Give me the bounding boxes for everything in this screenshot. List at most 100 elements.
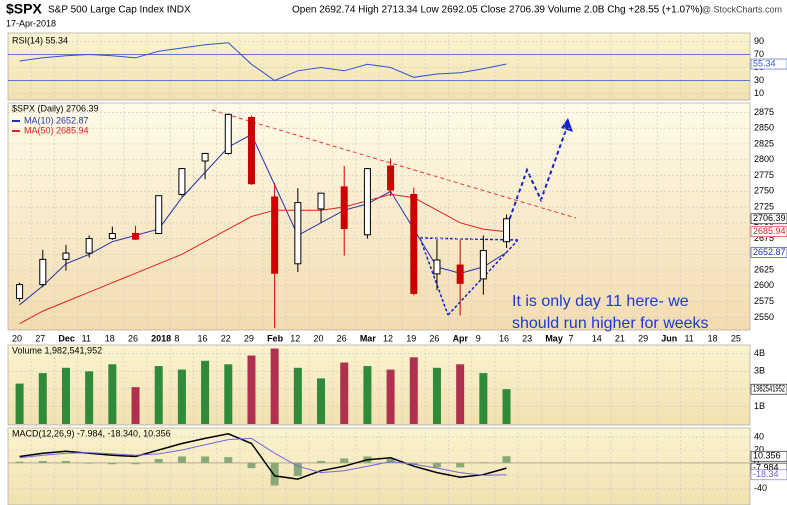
- y-tick-label: 4B: [754, 348, 765, 358]
- x-tick-label: 16: [499, 333, 509, 343]
- y-tick-label: 70: [754, 49, 764, 59]
- candle-body: [155, 195, 163, 235]
- histogram-bar: [479, 462, 488, 463]
- histogram-bar: [224, 457, 233, 463]
- triangle-left: [419, 237, 449, 316]
- y-tick-label: 2550: [754, 312, 774, 322]
- x-tick-label: Feb: [267, 333, 284, 343]
- histogram-bar: [340, 458, 349, 463]
- candle-body: [363, 168, 371, 236]
- legend-entry: MA(50) 2685.94: [24, 125, 89, 135]
- histogram-bar: [317, 461, 326, 463]
- panel-legend: MACD(12,26,9) -7.984, -18.340, 10.356: [12, 428, 171, 438]
- y-tick-label: 90: [754, 36, 764, 46]
- x-tick-label: 18: [105, 333, 115, 343]
- histogram-bar: [131, 462, 140, 465]
- panel-legend: RSI(14) 55.34: [12, 35, 68, 45]
- histogram-bar: [38, 461, 47, 463]
- rsi-line: [19, 42, 507, 82]
- candle-body: [503, 218, 511, 243]
- candle-body: [433, 259, 441, 275]
- volume-bar: [386, 369, 395, 424]
- x-tick-label: 2018: [151, 333, 171, 343]
- candle-body: [271, 196, 279, 274]
- volume-bar: [154, 366, 163, 424]
- volume-bar: [247, 355, 256, 424]
- credit: @ StockCharts.com: [702, 4, 782, 14]
- value-label: 2706.39: [753, 213, 786, 223]
- x-tick-label: 9: [476, 333, 481, 343]
- y-tick-label: 2750: [754, 186, 774, 196]
- histogram-bar: [61, 461, 70, 463]
- y-tick-label: 2825: [754, 138, 774, 148]
- x-tick-label: 23: [522, 333, 532, 343]
- legend-entry: MA(10) 2652.87: [24, 115, 89, 125]
- volume-bar: [317, 378, 326, 424]
- value-label: -7.984: [753, 462, 779, 472]
- y-tick-label: 2675: [754, 233, 774, 243]
- candle-body: [178, 168, 186, 195]
- y-tick-label: 2575: [754, 296, 774, 306]
- x-tick-label: 19: [406, 333, 416, 343]
- histogram-bar: [15, 461, 24, 463]
- symbol: $SPX: [6, 1, 42, 17]
- value-label: 2685.94: [753, 226, 786, 236]
- candle-body: [247, 117, 255, 185]
- candle-body: [85, 238, 93, 254]
- y-tick-label: 2625: [754, 264, 774, 274]
- x-tick-label: 12: [383, 333, 393, 343]
- y-tick-label: 40: [754, 431, 764, 441]
- index-name: S&P 500 Large Cap Index INDX: [48, 5, 191, 16]
- ma-line: [19, 193, 507, 325]
- x-tick-label: 27: [35, 333, 45, 343]
- ma-line: [19, 133, 507, 306]
- candle-body: [39, 258, 47, 286]
- volume-bar: [409, 357, 418, 424]
- x-tick-label: 21: [615, 333, 625, 343]
- y-tick-label: 0: [754, 457, 759, 467]
- x-tick-label: 25: [731, 333, 741, 343]
- histogram-bar: [456, 462, 465, 468]
- value-box: [750, 247, 787, 258]
- value-box: [750, 383, 787, 395]
- x-tick-label: 18: [708, 333, 718, 343]
- candle-body: [16, 284, 24, 299]
- candle-body: [410, 193, 418, 294]
- candle-body: [108, 233, 116, 240]
- value-label: 1982541952: [753, 384, 785, 394]
- volume-bar: [61, 367, 70, 424]
- value-label: 10.356: [753, 451, 781, 461]
- x-tick-label: 29: [244, 333, 254, 343]
- histogram-bar: [270, 462, 279, 486]
- panel-legend: Volume 1,982,541,952: [12, 345, 102, 355]
- x-tick-label: 26: [429, 333, 439, 343]
- volume-bar: [456, 364, 465, 424]
- volume-bar: [340, 362, 349, 424]
- x-tick-label: Jun: [661, 333, 677, 343]
- histogram-bar: [432, 462, 441, 468]
- y-tick-label: 20: [754, 444, 764, 454]
- macd-line: [19, 437, 507, 476]
- candle-body: [456, 264, 464, 284]
- x-tick-label: May: [545, 333, 563, 343]
- x-tick-label: 16: [198, 333, 208, 343]
- x-tick-label: 14: [592, 333, 602, 343]
- histogram-bar: [177, 456, 186, 463]
- volume-bar: [131, 387, 140, 424]
- candle-body: [62, 252, 70, 260]
- volume-bar: [15, 383, 24, 424]
- volume-bar: [201, 360, 210, 424]
- value-box: [750, 469, 787, 481]
- x-tick-label: 11: [684, 333, 693, 343]
- volume-bar: [270, 348, 279, 424]
- candle-body: [294, 202, 302, 265]
- candle-body: [317, 192, 325, 210]
- x-tick-label: 20: [12, 333, 22, 343]
- x-tick-label: 12: [290, 333, 300, 343]
- value-label: 55.34: [753, 58, 776, 68]
- y-tick-label: 2600: [754, 280, 774, 290]
- x-tick-label: 11: [82, 333, 91, 343]
- x-tick-label: 20: [313, 333, 323, 343]
- candle-body: [340, 186, 348, 229]
- x-tick-label: 22: [221, 333, 231, 343]
